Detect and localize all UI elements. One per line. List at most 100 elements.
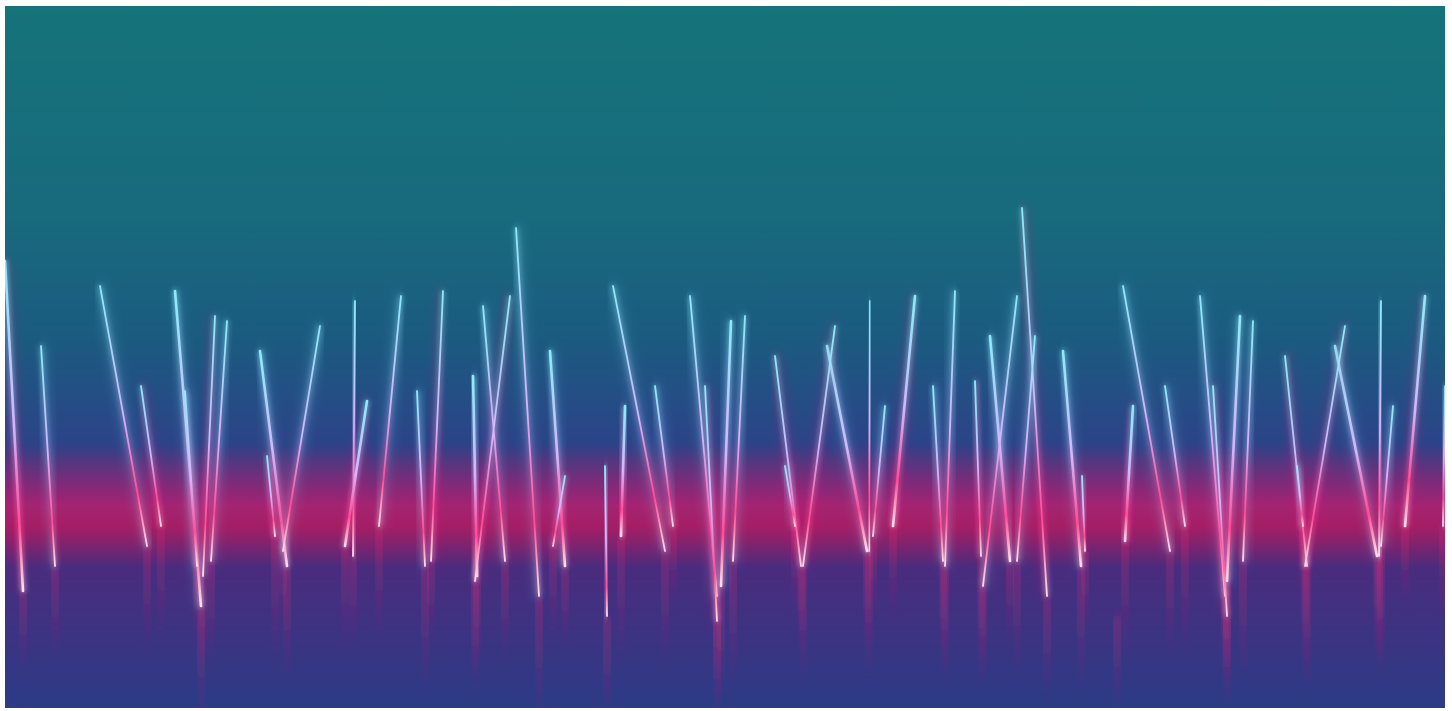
light-streak: [619, 404, 627, 538]
streak-reflection: [1240, 561, 1246, 677]
light-streak: [872, 405, 886, 537]
light-streak: [944, 290, 956, 567]
light-streak: [1123, 404, 1135, 543]
light-streak: [1225, 314, 1242, 583]
light-streak: [732, 315, 746, 562]
streak-reflection: [714, 621, 720, 708]
streak-reflection: [618, 536, 624, 664]
light-streak: [1164, 385, 1186, 527]
streak-reflection: [604, 616, 610, 708]
streak-reflection: [472, 581, 478, 697]
light-streak: [974, 380, 982, 557]
light-streak: [1242, 320, 1254, 562]
light-streak: [604, 465, 608, 617]
light-streak: [1284, 355, 1308, 567]
light-streaks: [5, 205, 1445, 624]
streak-reflection: [792, 526, 798, 618]
streak-reflection: [670, 526, 676, 606]
light-streak: [282, 325, 321, 552]
light-streak: [202, 315, 216, 577]
streak-reflection: [562, 566, 568, 646]
light-streak: [1304, 325, 1346, 567]
light-streak: [1403, 294, 1427, 528]
light-streak: [1378, 300, 1382, 557]
streak-reflection: [890, 526, 896, 618]
light-streak: [891, 294, 917, 528]
streak-reflection: [350, 556, 356, 648]
light-streak: [1061, 349, 1083, 568]
streak-reflection: [980, 586, 986, 678]
streak-reflection: [1082, 551, 1088, 631]
streak-reflection: [1044, 596, 1050, 700]
streak-reflection: [342, 546, 348, 650]
streak-reflection: [1440, 526, 1445, 618]
streak-reflection: [718, 586, 724, 702]
streak-reflection: [1014, 561, 1020, 677]
light-streak: [5, 259, 25, 593]
streak-reflection: [1182, 526, 1188, 654]
light-streak: [1296, 465, 1304, 527]
light-streak: [210, 320, 228, 562]
light-streak: [515, 227, 540, 597]
streak-reflection: [272, 536, 278, 664]
light-streak: [802, 325, 836, 567]
light-streak: [719, 319, 733, 588]
light-streak: [1016, 335, 1036, 562]
streak-reflection: [550, 546, 556, 638]
streak-reflection: [502, 561, 508, 665]
light-streak: [99, 285, 148, 547]
light-streak: [140, 385, 162, 527]
streak-reflection: [144, 546, 150, 650]
neon-streaks-illustration: [5, 6, 1445, 708]
light-streak: [704, 385, 718, 622]
streak-reflection: [284, 566, 290, 682]
light-streak: [184, 390, 198, 567]
light-streak: [416, 390, 426, 567]
light-streak: [654, 385, 674, 527]
light-streak: [1122, 285, 1171, 552]
streak-reflection: [158, 526, 164, 642]
streak-reflection: [208, 561, 214, 665]
streak-reflection: [422, 566, 428, 694]
streak-reflection: [200, 576, 206, 668]
light-streak: [774, 355, 802, 567]
streak-reflection: [428, 561, 434, 641]
light-streak: [1380, 405, 1394, 547]
light-streak: [378, 295, 402, 527]
light-streak: [40, 345, 56, 567]
streak-reflection: [536, 596, 542, 708]
light-streak: [474, 295, 511, 582]
light-streak: [343, 399, 369, 548]
light-streak: [352, 300, 356, 557]
light-streak: [612, 285, 666, 552]
streak-reflection: [800, 566, 806, 682]
streak-reflection: [194, 566, 200, 646]
streak-reflection: [1224, 581, 1230, 685]
streak-reflection: [1078, 566, 1084, 694]
streak-reflection: [866, 551, 872, 679]
streak-reflection: [1114, 616, 1120, 708]
streak-reflection: [280, 551, 286, 631]
light-streak: [258, 349, 289, 568]
streak-reflection: [662, 551, 668, 667]
streak-reflection: [730, 561, 736, 689]
neon-scene: [5, 6, 1445, 708]
light-streak: [784, 465, 796, 527]
streak-reflection: [1007, 561, 1013, 641]
light-streak: [1021, 207, 1048, 597]
streak-reflection: [1167, 551, 1173, 655]
light-streak: [868, 300, 871, 552]
light-streak: [1442, 385, 1445, 527]
light-streak: [932, 385, 944, 562]
streak-reflection: [870, 536, 876, 616]
streak-reflection: [52, 566, 58, 658]
light-streak: [430, 290, 444, 562]
light-streak: [982, 295, 1018, 587]
light-streak: [1333, 344, 1379, 558]
streak-reflection: [942, 566, 948, 682]
streak-reflection: [20, 591, 26, 671]
light-streak: [548, 349, 567, 568]
light-streak: [471, 374, 479, 578]
light-streak: [1081, 475, 1086, 552]
